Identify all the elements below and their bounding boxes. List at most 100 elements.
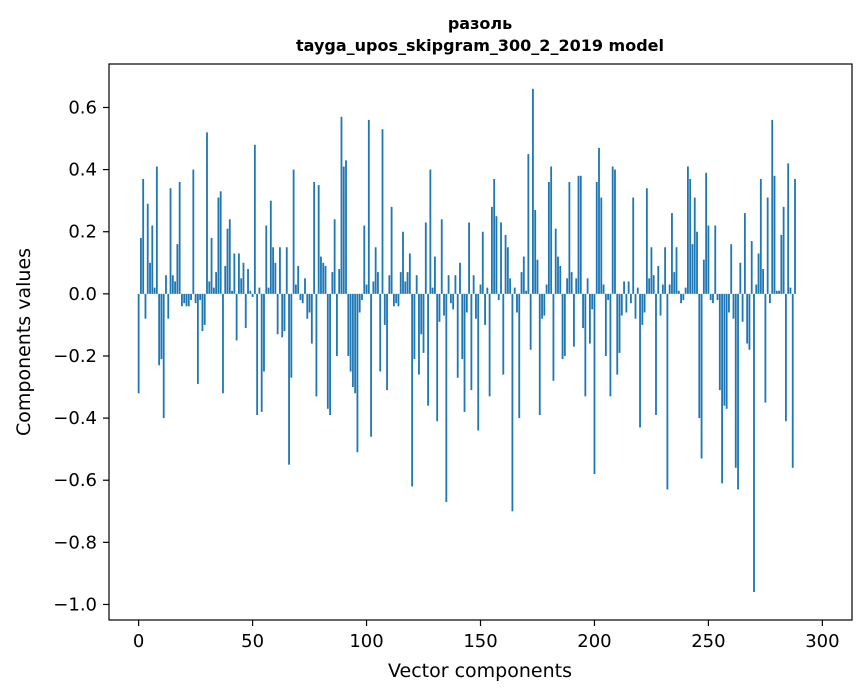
y-tick-label: 0.6 xyxy=(68,97,97,118)
bar xyxy=(203,293,206,325)
y-tick-label: 0.4 xyxy=(68,160,97,181)
bar xyxy=(336,293,338,356)
bar xyxy=(518,293,521,419)
bar xyxy=(443,293,445,316)
bar xyxy=(559,265,562,294)
bar xyxy=(142,178,145,294)
bar xyxy=(716,293,719,301)
bar xyxy=(616,293,619,375)
bar xyxy=(614,169,616,294)
bar xyxy=(342,166,345,294)
chart-title: разоль xyxy=(448,14,512,33)
bar xyxy=(263,293,265,372)
bar xyxy=(591,293,594,310)
bar xyxy=(554,228,557,294)
bar xyxy=(363,225,366,294)
bar xyxy=(502,293,505,375)
bar xyxy=(545,284,548,294)
bar xyxy=(773,175,776,294)
bar xyxy=(210,237,213,294)
bar xyxy=(504,234,507,294)
bar xyxy=(390,206,393,294)
bar xyxy=(511,293,514,512)
bar xyxy=(235,293,238,341)
bar xyxy=(598,147,600,294)
bar xyxy=(356,293,359,453)
bar xyxy=(534,209,537,294)
bar xyxy=(579,175,582,294)
bar xyxy=(584,293,587,397)
bar xyxy=(267,287,270,294)
bar xyxy=(516,293,518,313)
bar xyxy=(643,293,646,313)
bar xyxy=(639,293,641,428)
bar xyxy=(192,169,195,294)
bar xyxy=(493,178,496,294)
bar xyxy=(753,293,755,593)
bar xyxy=(684,287,687,294)
bar xyxy=(238,253,240,294)
x-tick-label: 300 xyxy=(805,631,839,652)
bar xyxy=(620,293,623,316)
bar xyxy=(472,275,475,294)
bar xyxy=(595,182,598,294)
bar xyxy=(602,284,605,294)
bar xyxy=(766,197,769,294)
bar xyxy=(206,132,208,294)
bar xyxy=(645,188,648,294)
bar xyxy=(636,287,639,294)
bar xyxy=(151,225,154,294)
bar xyxy=(420,293,423,335)
bar xyxy=(630,293,632,304)
bar xyxy=(463,293,466,412)
bar xyxy=(367,119,370,294)
bar xyxy=(657,265,660,294)
bar xyxy=(481,231,484,294)
bar xyxy=(415,275,418,294)
bar xyxy=(317,185,320,294)
bar xyxy=(627,281,630,294)
bar xyxy=(730,244,733,294)
bar xyxy=(568,182,571,294)
bar xyxy=(794,178,796,294)
bar xyxy=(224,265,227,294)
bar xyxy=(215,272,218,294)
bar xyxy=(677,290,680,294)
bar xyxy=(755,284,758,294)
bar xyxy=(536,259,539,294)
bar xyxy=(242,262,245,294)
bar xyxy=(479,284,482,294)
bar xyxy=(707,225,710,294)
bar xyxy=(623,281,625,294)
bar xyxy=(561,293,564,360)
bar xyxy=(285,247,288,294)
bar xyxy=(634,293,637,319)
bar xyxy=(338,269,341,294)
bar xyxy=(739,262,742,294)
bar xyxy=(322,262,325,294)
bar xyxy=(288,293,290,465)
bar xyxy=(648,278,651,294)
x-tick-label: 50 xyxy=(241,631,264,652)
bar xyxy=(712,293,714,304)
plot-frame xyxy=(108,63,853,621)
bar xyxy=(169,188,172,294)
bar xyxy=(748,293,751,350)
bar xyxy=(664,247,667,294)
bar xyxy=(265,225,268,294)
bar xyxy=(272,247,275,294)
bar xyxy=(762,269,765,294)
bar xyxy=(527,154,530,294)
bar xyxy=(219,191,222,294)
x-tick-label: 100 xyxy=(349,631,383,652)
bar xyxy=(436,293,439,422)
bar xyxy=(397,293,400,307)
x-axis-label: Vector components xyxy=(388,660,572,682)
bar xyxy=(422,293,425,353)
bar xyxy=(454,275,457,294)
bar xyxy=(696,231,698,294)
bar xyxy=(167,293,170,319)
bar xyxy=(160,293,163,360)
bar xyxy=(655,293,657,415)
bar xyxy=(315,293,318,397)
